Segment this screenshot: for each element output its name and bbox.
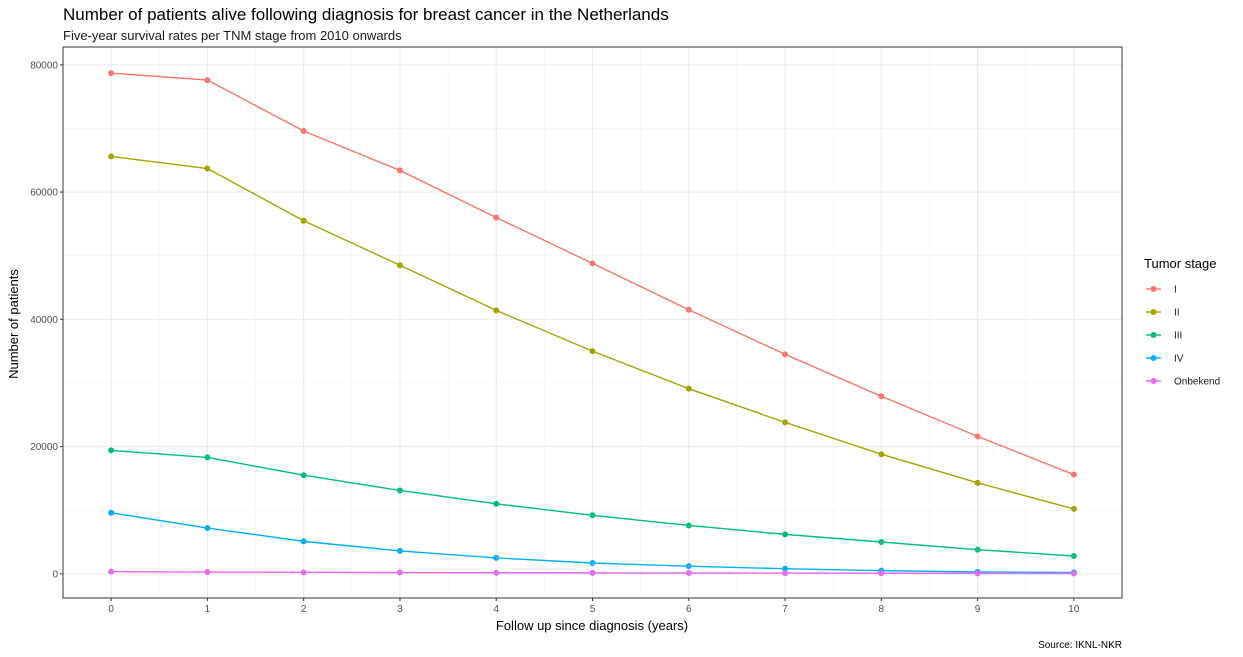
legend-item-iii: III (1146, 331, 1182, 342)
data-point-ii (300, 217, 307, 224)
legend-item-i: I (1146, 285, 1177, 296)
data-point-onbekend (300, 569, 307, 576)
x-tick-label: 7 (782, 604, 788, 615)
data-point-onbekend (108, 568, 115, 575)
data-point-ii (782, 419, 789, 426)
data-point-i (204, 77, 211, 84)
data-point-onbekend (685, 569, 692, 576)
series-i (108, 70, 1077, 478)
data-point-iv (493, 554, 500, 561)
data-point-iv (300, 538, 307, 545)
data-point-iii (204, 454, 211, 461)
data-point-onbekend (878, 570, 885, 577)
data-point-i (108, 70, 115, 77)
legend-title: Tumor stage (1144, 256, 1217, 271)
y-tick-label: 60000 (30, 188, 58, 199)
data-point-iv (204, 525, 211, 532)
legend-label: I (1174, 285, 1177, 296)
data-point-ii (974, 479, 981, 486)
data-point-ii (493, 307, 500, 314)
data-point-iv (396, 547, 403, 554)
x-tick-label: 4 (493, 604, 499, 615)
data-point-i (974, 433, 981, 440)
x-tick-label: 3 (397, 604, 403, 615)
legend-key-point (1150, 378, 1157, 384)
y-tick-label: 80000 (30, 60, 58, 71)
data-point-iii (396, 487, 403, 494)
x-axis-title: Follow up since diagnosis (years) (496, 618, 688, 633)
data-point-i (589, 260, 596, 267)
data-point-iii (493, 500, 500, 507)
legend-label: III (1174, 331, 1182, 342)
data-point-iii (589, 512, 596, 519)
data-point-i (782, 351, 789, 358)
chart-caption: Source: IKNL-NKR (1038, 640, 1122, 651)
data-point-onbekend (782, 570, 789, 577)
legend-item-ii: II (1146, 308, 1180, 319)
legend-item-iv: IV (1146, 354, 1184, 365)
data-point-iv (685, 563, 692, 570)
data-point-iii (782, 531, 789, 538)
data-point-iv (782, 565, 789, 572)
legend-key-point (1150, 309, 1157, 315)
x-tick-label: 9 (975, 604, 981, 615)
data-point-iii (300, 472, 307, 479)
y-tick-label: 20000 (30, 442, 58, 453)
x-tick-label: 10 (1068, 604, 1080, 615)
data-point-ii (108, 153, 115, 160)
data-point-iii (108, 447, 115, 454)
series-layer (108, 70, 1077, 577)
y-tick-label: 0 (52, 569, 58, 580)
data-point-ii (589, 348, 596, 355)
data-point-onbekend (589, 569, 596, 576)
data-point-i (1070, 471, 1077, 478)
data-point-i (493, 214, 500, 221)
data-point-i (396, 167, 403, 174)
data-point-ii (204, 165, 211, 172)
chart-subtitle: Five-year survival rates per TNM stage f… (63, 28, 402, 43)
data-point-iii (878, 539, 885, 546)
data-point-iii (685, 522, 692, 529)
axis-ticks: 0 20000 40000 60000 80000 0 1 2 3 4 5 6 7 8 9 10 (30, 60, 1080, 615)
legend-key-point (1150, 355, 1157, 361)
data-point-i (300, 127, 307, 134)
data-point-onbekend (974, 570, 981, 577)
legend-key-point (1150, 332, 1157, 338)
data-point-ii (878, 451, 885, 458)
data-point-iii (974, 546, 981, 553)
legend-label: II (1174, 308, 1180, 319)
data-point-ii (1070, 505, 1077, 512)
data-point-onbekend (204, 569, 211, 576)
series-iii (108, 447, 1077, 560)
data-point-i (685, 306, 692, 313)
data-point-iii (1070, 553, 1077, 560)
x-tick-label: 6 (686, 604, 692, 615)
x-tick-label: 5 (590, 604, 596, 615)
legend-label: Onbekend (1174, 377, 1220, 388)
x-tick-label: 8 (879, 604, 885, 615)
legend-item-onbekend: Onbekend (1146, 377, 1220, 388)
data-point-onbekend (493, 569, 500, 576)
legend-label: IV (1174, 354, 1184, 365)
x-tick-label: 0 (108, 604, 114, 615)
chart-title: Number of patients alive following diagn… (63, 5, 669, 24)
data-point-iv (589, 560, 596, 567)
data-point-onbekend (396, 569, 403, 576)
y-tick-label: 40000 (30, 315, 58, 326)
data-point-i (878, 393, 885, 400)
data-point-ii (396, 262, 403, 269)
data-point-ii (685, 385, 692, 392)
data-point-onbekend (1070, 570, 1077, 577)
x-tick-label: 1 (205, 604, 211, 615)
legend-key-point (1150, 286, 1157, 292)
series-ii (108, 153, 1077, 512)
data-point-iv (108, 509, 115, 516)
y-axis-title: Number of patients (6, 269, 21, 379)
series-onbekend (108, 568, 1077, 577)
x-tick-label: 2 (301, 604, 307, 615)
